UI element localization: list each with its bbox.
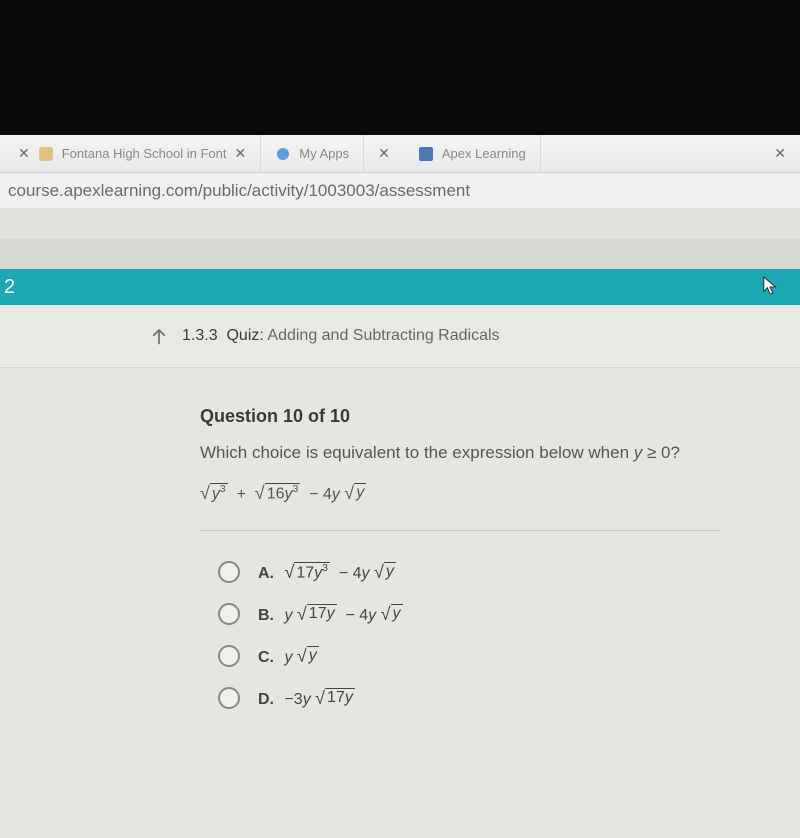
black-region bbox=[0, 0, 800, 135]
breadcrumb-label: Quiz: bbox=[226, 327, 263, 344]
section-header: 2 bbox=[0, 269, 800, 305]
choice-math: y √17y − 4y √y bbox=[284, 607, 402, 624]
radio-icon[interactable] bbox=[218, 687, 240, 709]
question-expression: √y3 + √16y3 − 4y √y bbox=[200, 483, 800, 504]
choice-math: y √y bbox=[284, 649, 318, 666]
choice-letter: C. bbox=[258, 649, 274, 666]
tab-close-icon[interactable]: ✕ bbox=[235, 145, 247, 162]
tab-title: Apex Learning bbox=[442, 146, 526, 161]
choice-math: √17y3 − 4y √y bbox=[284, 565, 395, 582]
choice-letter: D. bbox=[258, 691, 274, 708]
tab-fontana[interactable]: ✕ Fontana High School in Font ✕ bbox=[4, 135, 261, 172]
question-counter: Question 10 of 10 bbox=[200, 406, 800, 427]
choice-c[interactable]: C. y √y bbox=[218, 645, 800, 667]
close-icon[interactable]: ✕ bbox=[774, 145, 786, 162]
tab-title: Fontana High School in Font bbox=[62, 146, 227, 161]
breadcrumb-title: Adding and Subtracting Radicals bbox=[267, 327, 499, 344]
tab-myapps[interactable]: My Apps bbox=[261, 135, 364, 172]
section-number: 2 bbox=[4, 276, 15, 299]
favicon-icon bbox=[275, 146, 291, 162]
breadcrumb-number: 1.3.3 bbox=[182, 327, 218, 344]
close-icon[interactable]: ✕ bbox=[378, 145, 390, 162]
choice-d[interactable]: D. −3y √17y bbox=[218, 687, 800, 709]
address-bar[interactable]: course.apexlearning.com/public/activity/… bbox=[0, 173, 800, 209]
url-text: course.apexlearning.com/public/activity/… bbox=[8, 181, 470, 201]
choice-math: −3y √17y bbox=[284, 691, 354, 708]
divider bbox=[200, 530, 720, 531]
question-content: Question 10 of 10 Which choice is equiva… bbox=[0, 368, 800, 838]
favicon-icon bbox=[418, 146, 434, 162]
breadcrumb: 1.3.3 Quiz: Adding and Subtracting Radic… bbox=[0, 305, 800, 368]
choice-letter: A. bbox=[258, 565, 274, 582]
favicon-icon bbox=[38, 146, 54, 162]
page-body: 2 1.3.3 Quiz: Adding and Subtracting Rad… bbox=[0, 209, 800, 800]
tab-title: My Apps bbox=[299, 146, 349, 161]
choice-list: A. √17y3 − 4y √y B. y √17y − 4y √y bbox=[200, 561, 800, 709]
choice-letter: B. bbox=[258, 607, 274, 624]
tab-apex[interactable]: Apex Learning bbox=[404, 135, 541, 172]
tab-end: ✕ bbox=[541, 135, 800, 172]
close-icon[interactable]: ✕ bbox=[18, 145, 30, 162]
question-text: Which choice is equivalent to the expres… bbox=[200, 443, 800, 463]
choice-a[interactable]: A. √17y3 − 4y √y bbox=[218, 561, 800, 583]
cursor-icon bbox=[762, 275, 780, 297]
tab-close-spacer: ✕ bbox=[364, 135, 404, 172]
radio-icon[interactable] bbox=[218, 645, 240, 667]
radio-icon[interactable] bbox=[218, 603, 240, 625]
radio-icon[interactable] bbox=[218, 561, 240, 583]
up-arrow-icon[interactable] bbox=[150, 327, 168, 345]
tab-strip: ✕ Fontana High School in Font ✕ My Apps … bbox=[0, 135, 800, 173]
choice-b[interactable]: B. y √17y − 4y √y bbox=[218, 603, 800, 625]
